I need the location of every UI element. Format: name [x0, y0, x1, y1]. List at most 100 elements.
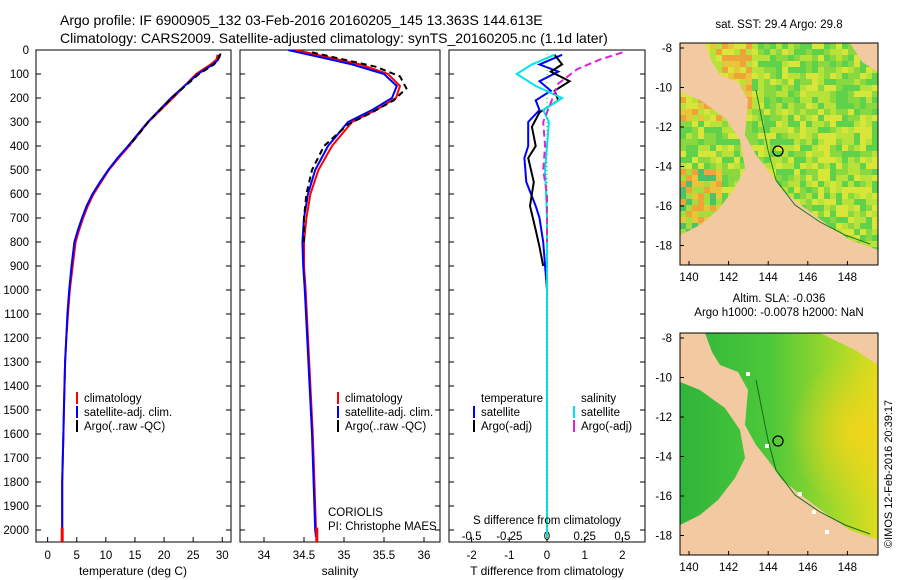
sst-cell: [830, 109, 836, 115]
sst-cell: [854, 193, 860, 199]
sst-cell: [848, 121, 854, 127]
sst-cell: [710, 127, 716, 133]
sst-cell: [764, 43, 770, 49]
sst-cell: [764, 67, 770, 73]
sst-cell: [842, 163, 848, 169]
sst-cell: [698, 193, 704, 199]
map-lat-label: -14: [655, 452, 672, 464]
difference-legend: temperature satellite Argo(-adj) salinit…: [473, 393, 632, 433]
sst-cell: [752, 133, 758, 139]
sst-cell: [770, 133, 776, 139]
sst-cell: [806, 73, 812, 79]
sst-cell: [806, 169, 812, 175]
depth-tick-label: 2000: [3, 525, 29, 537]
temperature-lines: [60, 53, 222, 542]
sst-cell: [704, 157, 710, 163]
salinity-lines: [287, 50, 408, 542]
sst-cell: [686, 223, 692, 229]
sst-cell: [854, 145, 860, 151]
sst-cell: [794, 145, 800, 151]
sst-cell: [800, 115, 806, 121]
sst-cell: [728, 169, 734, 175]
sst-cell: [698, 217, 704, 223]
sst-cell: [704, 187, 710, 193]
sst-cell: [860, 199, 866, 205]
sst-map-axes: -8 -10 -12 -14 -16 -18 140 142 144 146 148: [655, 43, 857, 284]
sst-cell: [722, 187, 728, 193]
sst-cell: [728, 133, 734, 139]
sst-cell: [716, 163, 722, 169]
depth-tick-label: 900: [10, 261, 29, 273]
sst-cell: [872, 121, 878, 127]
sst-cell: [782, 73, 788, 79]
sla-shelf-contour: [755, 379, 871, 535]
sst-cell: [818, 205, 824, 211]
sst-cell: [848, 235, 854, 241]
sst-cell: [740, 73, 746, 79]
sst-png-land: [850, 43, 878, 72]
sst-cell: [824, 85, 830, 91]
sst-cell: [680, 109, 686, 115]
sst-cell: [776, 127, 782, 133]
sst-cell: [854, 85, 860, 91]
sst-cell: [680, 115, 686, 121]
sst-cell: [860, 187, 866, 193]
sst-cell: [872, 235, 878, 241]
sla-map: [680, 333, 878, 555]
map-lon-label: 146: [798, 562, 817, 574]
sst-cell: [686, 115, 692, 121]
sst-cell: [824, 121, 830, 127]
sst-cell: [746, 49, 752, 55]
sst-cell: [746, 127, 752, 133]
sst-cell: [830, 181, 836, 187]
sst-cell: [836, 121, 842, 127]
sst-cell: [860, 91, 866, 97]
sst-cell: [710, 133, 716, 139]
sst-cell: [776, 67, 782, 73]
sst-cell: [728, 187, 734, 193]
depth-tick-label: 100: [10, 69, 29, 81]
sla-reef-dot: [825, 530, 829, 534]
sst-cell: [854, 187, 860, 193]
sst-cape-york-land: [680, 43, 878, 265]
sst-cell: [710, 211, 716, 217]
sst-cell: [686, 205, 692, 211]
sst-cell: [692, 205, 698, 211]
sst-cell: [698, 187, 704, 193]
sst-cell: [716, 55, 722, 61]
x-tick-label: 20: [158, 550, 171, 562]
sst-cell: [782, 121, 788, 127]
x-tick-label: 25: [187, 550, 200, 562]
sst-cell: [866, 199, 872, 205]
sst-cell: [866, 145, 872, 151]
legend-climatology: climatology: [345, 393, 403, 405]
sst-cell: [848, 115, 854, 121]
sst-cell: [788, 67, 794, 73]
sst-cell: [794, 127, 800, 133]
sst-cell: [758, 157, 764, 163]
sst-cell: [722, 43, 728, 49]
sst-cell: [728, 181, 734, 187]
sst-cell: [812, 73, 818, 79]
sst-cell: [686, 103, 692, 109]
sst-cell: [800, 73, 806, 79]
map-lon-label: 142: [719, 272, 738, 284]
sst-cell: [830, 199, 836, 205]
sst-cell: [848, 211, 854, 217]
sst-cell: [788, 151, 794, 157]
sst-cell: [842, 79, 848, 85]
sst-cell: [860, 169, 866, 175]
sst-cell: [716, 145, 722, 151]
sst-cell: [800, 193, 806, 199]
sst-cell: [842, 127, 848, 133]
map-lat-label: -18: [655, 531, 672, 543]
sst-cell: [704, 175, 710, 181]
sst-cell: [800, 67, 806, 73]
sst-cell: [830, 157, 836, 163]
sst-cell: [866, 109, 872, 115]
sst-cell: [728, 127, 734, 133]
sst-cell: [794, 103, 800, 109]
sst-cell: [800, 97, 806, 103]
sst-cell: [692, 199, 698, 205]
sst-cell: [794, 133, 800, 139]
